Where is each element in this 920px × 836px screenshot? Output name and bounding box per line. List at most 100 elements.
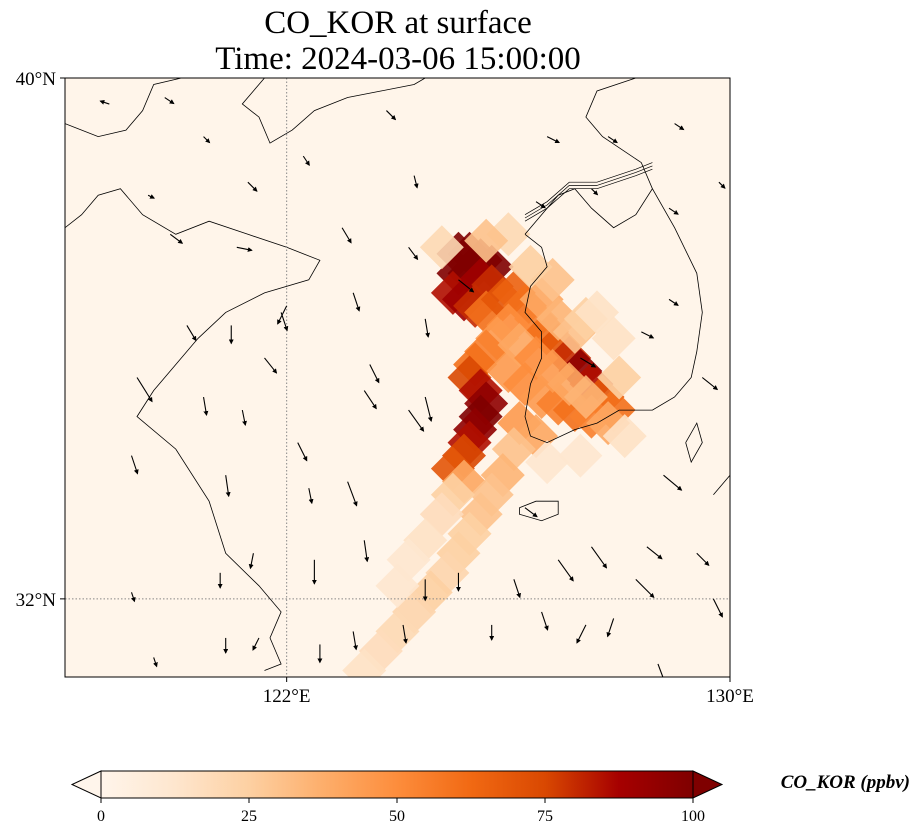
co-cell [419, 225, 464, 270]
co-cell [430, 472, 475, 517]
wind-arrow [576, 624, 587, 644]
wind-arrow [646, 546, 663, 560]
wind-arrow [130, 455, 139, 475]
wind-arrow [99, 99, 110, 105]
coastline [524, 188, 703, 444]
wind-arrow [657, 663, 664, 677]
co-cell [342, 648, 387, 677]
wind-arrow [130, 592, 136, 603]
lon-tick-label: 122°E [263, 686, 311, 707]
wind-arrow [247, 181, 258, 192]
gridlines [65, 78, 730, 677]
colorbar-tick-label: 75 [537, 808, 553, 825]
colorbar-extend-high [692, 770, 724, 799]
co-cell [558, 433, 603, 478]
wind-arrow [718, 181, 726, 189]
co-cell [508, 244, 553, 289]
colorbar-tick-label: 100 [681, 808, 705, 825]
wind-arrow [535, 201, 546, 209]
wind-arrow [606, 618, 615, 638]
border-line [524, 168, 653, 222]
co-cell [597, 355, 642, 400]
axis-ticks: 40°N 32°N 122°E 130°E [16, 69, 754, 707]
wind-arrow [248, 553, 254, 570]
wind-arrow [236, 246, 253, 252]
wind-arrow [524, 507, 538, 518]
wind-arrow [302, 155, 310, 166]
wind-arrow [557, 559, 574, 582]
lon-tick-label: 130°E [706, 686, 754, 707]
wind-arrow [408, 409, 425, 432]
wind-arrow [164, 97, 175, 105]
wind-arrow [202, 396, 209, 417]
wind-arrow [674, 123, 685, 131]
wind-arrow [513, 579, 521, 599]
coastline [241, 78, 426, 144]
wind-arrow [701, 377, 719, 391]
wind-arrow [541, 611, 549, 631]
wind-arrow [546, 136, 561, 144]
co-cell [464, 218, 509, 263]
wind-arrow [186, 325, 197, 342]
wind-arrow [252, 637, 260, 651]
wind-arrow [663, 474, 683, 491]
colorbar-title: CO_KOR (ppbv) [781, 772, 910, 793]
wind-arrow [580, 357, 597, 368]
wind-vectors [99, 97, 726, 677]
wind-arrow [341, 227, 352, 244]
coastline [519, 500, 559, 522]
map-frame [64, 77, 731, 678]
wind-arrow [352, 631, 358, 651]
colorbar-gradient [101, 771, 693, 798]
wind-arrow [241, 409, 247, 427]
wind-arrow [458, 279, 475, 293]
wind-arrow [363, 390, 377, 410]
coastlines [65, 78, 730, 671]
wind-arrow [408, 246, 419, 261]
wind-arrow [591, 188, 599, 196]
coastline [685, 422, 703, 464]
map-time-subtitle: Time: 2024-03-06 15:00:00 [215, 41, 581, 77]
wind-arrow [386, 110, 397, 121]
wind-arrow [424, 396, 433, 422]
co-cell [591, 316, 636, 361]
colorbar-ticks: 0 25 50 75 100 [97, 798, 705, 825]
wind-arrow [712, 598, 723, 618]
wind-arrow [363, 540, 370, 563]
wind-arrow [169, 233, 184, 244]
wind-arrow [696, 552, 710, 566]
wind-arrow [147, 194, 156, 199]
colorbar-tick-label: 0 [97, 808, 105, 825]
wind-arrow [369, 364, 380, 384]
wind-arrow [668, 207, 679, 215]
coastline [65, 78, 182, 138]
wind-arrow [277, 305, 288, 325]
map-title: CO_KOR at surface [264, 5, 532, 41]
co-cell [563, 375, 608, 420]
co-cell [375, 563, 420, 608]
lat-tick-label: 32°N [16, 590, 57, 611]
coastline [713, 474, 730, 508]
lat-tick-label: 40°N [16, 69, 57, 90]
wind-arrow [297, 442, 308, 462]
co-cell [602, 414, 647, 459]
coastline [65, 188, 321, 671]
colorbar-tick-label: 50 [389, 808, 405, 825]
wind-arrow [607, 136, 618, 144]
wind-arrow [203, 136, 211, 144]
wind-arrow [347, 481, 358, 507]
wind-arrow [668, 298, 679, 306]
co-concentration-field [342, 212, 647, 677]
colorbar-tick-label: 25 [241, 808, 257, 825]
wind-arrow [153, 657, 158, 668]
colorbar: 0 25 50 75 100 CO_KOR (ppbv) [70, 770, 910, 825]
wind-arrow [635, 578, 655, 599]
co-cell [525, 440, 570, 485]
wind-arrow [264, 357, 278, 374]
wind-arrow [424, 318, 430, 338]
co-cell [469, 472, 514, 517]
colorbar-extend-low [70, 770, 102, 799]
wind-arrow [225, 475, 231, 498]
wind-arrow [402, 624, 408, 644]
